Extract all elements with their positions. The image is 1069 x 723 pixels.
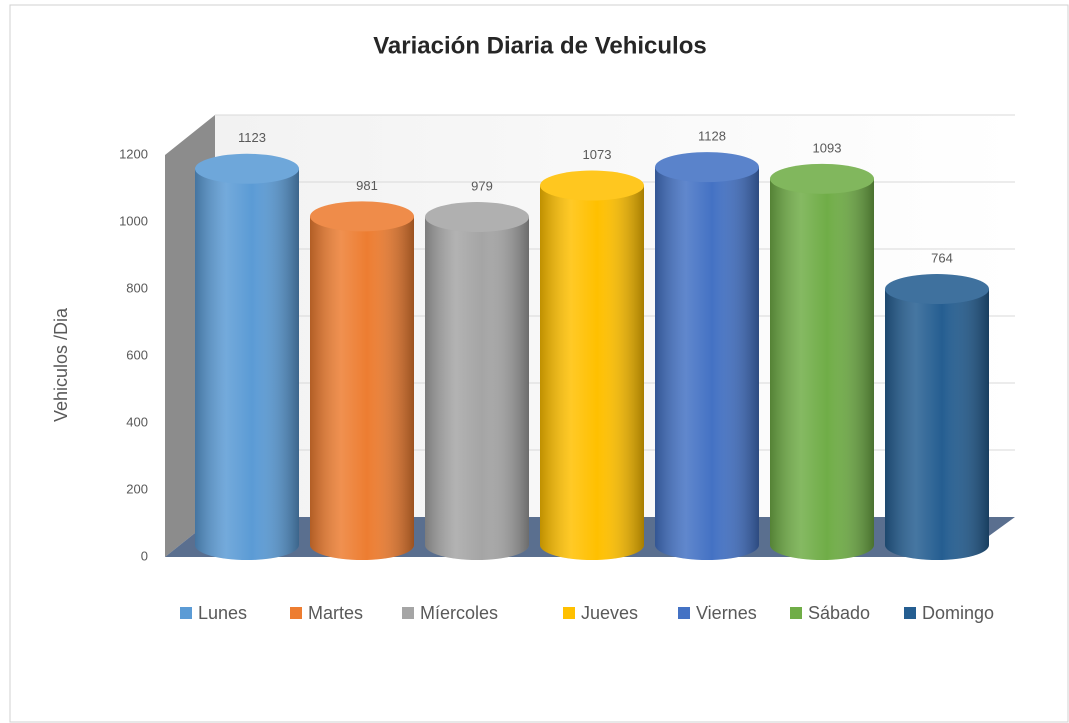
y-tick-label: 1000 xyxy=(119,213,148,228)
cylinder-top xyxy=(655,152,759,183)
legend-label: Viernes xyxy=(696,603,757,623)
data-label: 1123 xyxy=(238,130,266,145)
cylinder-shade xyxy=(655,167,759,560)
cylinder-top xyxy=(195,153,299,184)
data-label: 1093 xyxy=(813,140,842,155)
data-label: 1128 xyxy=(698,129,726,144)
cylinder-top-highlight xyxy=(770,163,874,194)
cylinder-top-highlight xyxy=(425,202,529,233)
legend-swatch xyxy=(904,607,916,619)
y-tick-label: 600 xyxy=(126,347,148,362)
legend-label: Martes xyxy=(308,603,363,623)
data-label: 764 xyxy=(931,250,953,265)
legend-label: Jueves xyxy=(581,603,638,623)
cylinder-top-highlight xyxy=(885,274,989,305)
cylinder-top-highlight xyxy=(310,201,414,232)
legend-label: Míercoles xyxy=(420,603,498,623)
legend-swatch xyxy=(180,607,192,619)
legend-swatch xyxy=(402,607,414,619)
cylinder-top-highlight xyxy=(195,153,299,184)
cylinder-top-highlight xyxy=(540,170,644,201)
legend-swatch xyxy=(563,607,575,619)
legend-swatch xyxy=(678,607,690,619)
y-tick-label: 1200 xyxy=(119,146,148,161)
legend-label: Domingo xyxy=(922,603,994,623)
legend-swatch xyxy=(790,607,802,619)
cylinder-shade xyxy=(310,216,414,561)
cylinder-shade xyxy=(195,168,299,560)
cylinder-top xyxy=(885,274,989,305)
y-tick-label: 400 xyxy=(126,414,148,429)
chart-title: Variación Diaria de Vehiculos xyxy=(373,32,706,59)
y-tick-label: 200 xyxy=(126,481,148,496)
y-tick-label: 0 xyxy=(141,548,148,563)
cylinder-shade xyxy=(770,178,874,560)
cylinder-shade xyxy=(425,217,529,560)
legend-label: Sábado xyxy=(808,603,870,623)
cylinder-top xyxy=(310,201,414,232)
y-tick-label: 800 xyxy=(126,280,148,295)
cylinder-top xyxy=(770,163,874,194)
cylinder-top xyxy=(540,170,644,201)
legend-label: Lunes xyxy=(198,603,247,623)
cylinder-top-highlight xyxy=(655,152,759,183)
legend-swatch xyxy=(290,607,302,619)
cylinder-shade xyxy=(540,185,644,561)
cylinder-top xyxy=(425,202,529,233)
cylinder-shade xyxy=(885,289,989,560)
data-label: 979 xyxy=(471,178,493,193)
y-axis-label: Vehiculos /Dia xyxy=(51,307,71,422)
data-label: 981 xyxy=(356,178,378,193)
data-label: 1073 xyxy=(583,147,612,162)
